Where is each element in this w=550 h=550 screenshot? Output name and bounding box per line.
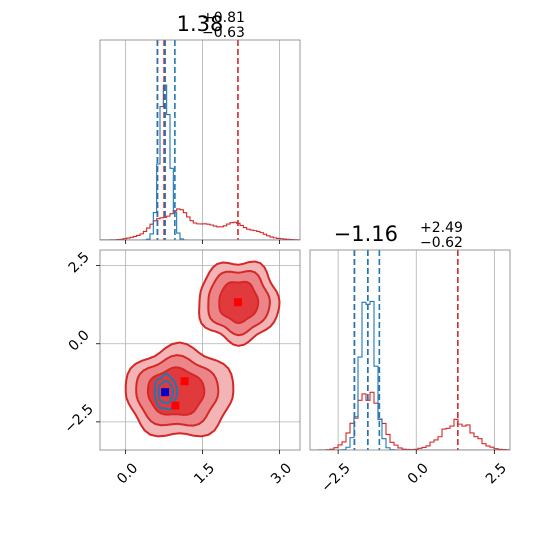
title-param-1-minus: −0.63 [202, 25, 245, 41]
marker-2d-3 [233, 298, 242, 307]
title-param-2: −1.16 [334, 222, 398, 246]
title-param-1-plus: +0.81 [202, 10, 245, 26]
hist-p1-blue [100, 84, 300, 240]
hist-p2-red [310, 391, 510, 450]
hist-p1-red [100, 208, 300, 240]
hist-top [100, 84, 300, 240]
contour-blue-inner [157, 379, 175, 405]
panel-2d [99, 249, 301, 451]
contours-2d [124, 260, 281, 438]
quantile-lines-right [353, 250, 459, 450]
marker-2d-0 [161, 388, 170, 397]
y-axis-p2-tick-label-0: 2.5 [66, 249, 93, 276]
x-axis-p1-tick-label-1: 1.5 [191, 460, 218, 487]
panel-top-frame [99, 39, 301, 241]
marker-2d-2 [171, 401, 180, 410]
title-param-2-minus: −0.62 [420, 235, 463, 251]
axis-ticks: 0.0 1.5 3.0 −2.5 0.0 2.5 2.5 0.0 −2.5 [61, 240, 510, 496]
markers-2d [161, 298, 242, 410]
panel-2d-frame [99, 249, 301, 451]
y-axis-p2-tick-label-2: −2.5 [61, 401, 96, 436]
x-axis-p1-tick-label-2: 3.0 [268, 460, 295, 487]
title-param-1-value: 1.38 [177, 12, 224, 36]
x-axis-p2-tick-label-1: 0.0 [405, 460, 432, 487]
x-axis-p2-tick-label-2: 2.5 [483, 460, 510, 487]
hist-p2-blue [310, 300, 510, 450]
y-axis-p2-tick-label-1: 0.0 [66, 327, 93, 354]
title-param-2-plus: +2.49 [420, 220, 463, 236]
panel-right [309, 249, 511, 451]
grid-top [125, 40, 280, 240]
grid-right [337, 250, 495, 450]
title-param-2-value: −1.16 [334, 222, 398, 246]
marker-2d-1 [180, 377, 189, 386]
x-axis-p1-tick-label-0: 0.0 [114, 460, 141, 487]
panel-right-frame [309, 249, 511, 451]
x-axis-p2-tick-label-0: −2.5 [318, 460, 353, 495]
quantile-lines-top [156, 40, 239, 240]
panel-top [99, 39, 301, 241]
hist-right [310, 300, 510, 450]
title-param-1: 1.38 [177, 12, 224, 36]
